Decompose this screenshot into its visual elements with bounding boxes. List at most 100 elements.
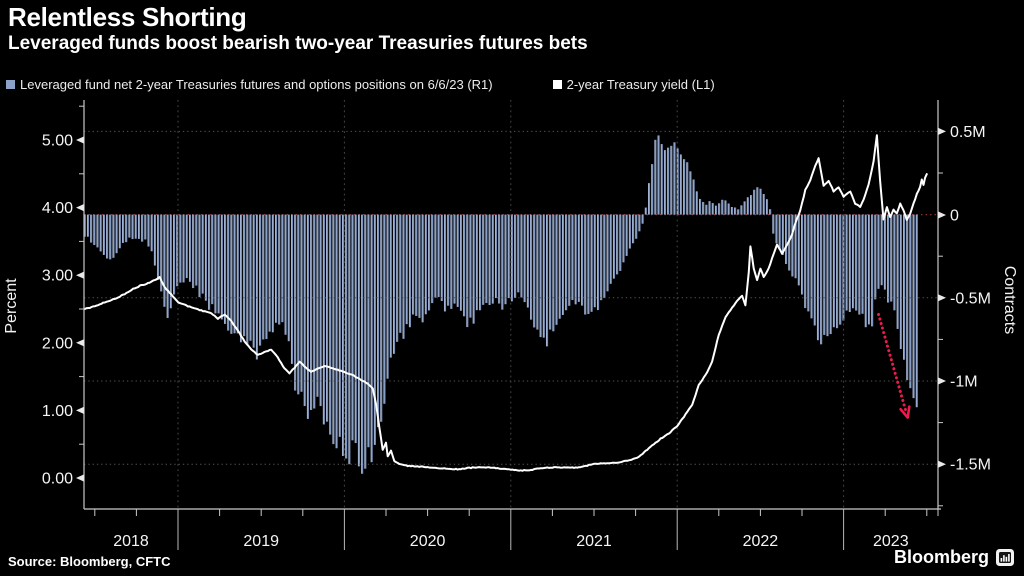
position-bar <box>233 214 236 334</box>
position-bar <box>488 214 491 305</box>
position-bar <box>224 214 227 324</box>
position-bar <box>772 214 775 234</box>
bloomberg-logo-icon <box>996 549 1014 566</box>
position-bar <box>750 195 753 215</box>
position-bar <box>657 135 660 215</box>
legend-item-positions: Leveraged fund net 2-year Treasuries fut… <box>6 77 493 92</box>
position-bar <box>106 214 109 259</box>
position-bar <box>246 214 249 346</box>
position-bar <box>836 214 839 329</box>
position-bar <box>364 214 367 469</box>
position-bar <box>877 214 880 289</box>
position-bar <box>252 214 255 348</box>
position-bar <box>743 201 746 215</box>
position-bar <box>545 214 549 347</box>
position-bar <box>536 214 539 330</box>
right-tick-label: -1M <box>950 374 978 391</box>
position-bar <box>670 145 673 215</box>
page-title: Relentless Shorting <box>8 2 247 32</box>
position-bar <box>262 214 265 340</box>
position-bar <box>122 214 125 243</box>
position-bar <box>443 214 447 312</box>
legend: Leveraged fund net 2-year Treasuries fut… <box>6 77 715 92</box>
position-bar <box>603 214 606 298</box>
position-bar <box>399 214 402 333</box>
position-bar <box>858 214 861 315</box>
axes <box>83 100 941 510</box>
position-bar <box>392 214 396 354</box>
position-bar <box>899 214 902 349</box>
position-bar <box>839 214 842 325</box>
position-bar <box>300 214 303 392</box>
position-bar <box>660 144 663 215</box>
left-major-tick <box>76 136 84 144</box>
left-major-tick <box>76 271 84 279</box>
position-bar <box>367 214 370 448</box>
right-tick-label: -0.5M <box>950 290 991 307</box>
position-bar <box>765 199 769 215</box>
right-tick-label: 0.5M <box>950 124 986 141</box>
position-bar <box>380 214 383 422</box>
position-bar <box>807 214 810 312</box>
right-major-tick <box>938 211 946 219</box>
position-bar <box>600 214 603 301</box>
position-bar <box>173 214 176 295</box>
arrow-shaft <box>877 312 908 415</box>
position-bar <box>137 214 141 239</box>
x-axis: 2018 2019 2020 2021 2022 2023 <box>94 509 939 550</box>
position-bar <box>370 214 373 463</box>
position-bar <box>625 214 628 256</box>
position-bar <box>510 214 514 302</box>
position-bar <box>549 214 552 330</box>
position-bar <box>612 214 616 279</box>
position-bar <box>906 214 909 381</box>
left-tick-label: 1.00 <box>42 403 73 420</box>
position-bar <box>791 214 794 277</box>
position-bar <box>341 214 345 456</box>
position-bar <box>415 214 418 316</box>
position-bar <box>211 214 214 305</box>
position-bar <box>421 214 424 323</box>
right-tick-label: -1.5M <box>950 457 991 474</box>
position-bar <box>198 214 201 298</box>
position-bar <box>179 214 182 283</box>
position-bar <box>357 214 361 467</box>
position-bar <box>153 214 156 266</box>
right-major-tick <box>938 460 946 468</box>
position-bar <box>673 142 676 215</box>
position-bar <box>294 214 297 391</box>
left-axis-title: Percent <box>3 278 20 334</box>
position-bar <box>297 214 300 395</box>
position-bar <box>86 214 90 237</box>
position-bar <box>864 214 867 328</box>
position-bar <box>692 179 695 215</box>
position-bar <box>890 214 893 302</box>
position-bar <box>616 214 619 275</box>
position-bar <box>192 214 195 289</box>
position-bar <box>185 214 188 279</box>
position-bar <box>632 214 635 244</box>
left-major-tick <box>76 406 84 414</box>
position-bar <box>351 214 354 441</box>
position-bar <box>638 214 641 232</box>
position-bar <box>383 214 386 404</box>
position-bar <box>431 214 434 304</box>
left-major-tick <box>76 474 84 482</box>
year-label: 2020 <box>410 533 446 550</box>
position-bar <box>686 162 689 215</box>
position-bar <box>472 214 475 324</box>
position-bar <box>628 214 631 249</box>
position-bar <box>609 214 612 284</box>
left-tick-label: 5.00 <box>42 133 73 150</box>
position-bar <box>781 214 784 255</box>
position-bar <box>695 191 698 215</box>
position-bar <box>909 214 912 389</box>
left-axis: 0.00 1.00 2.00 3.00 4.00 5.00 Percent <box>3 105 84 488</box>
position-bar <box>619 214 622 271</box>
position-bar <box>530 214 533 320</box>
position-bar <box>708 201 711 215</box>
position-bar <box>278 214 281 325</box>
position-bar <box>428 214 431 311</box>
position-bar <box>338 214 341 437</box>
